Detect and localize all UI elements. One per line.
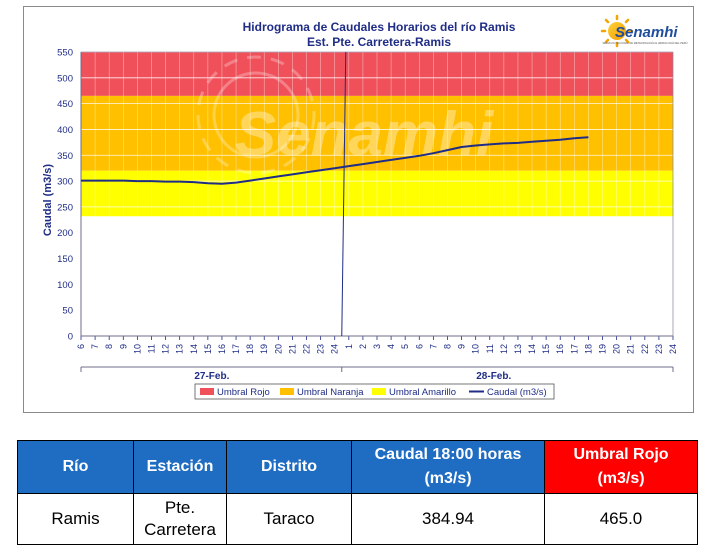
x-tick-label: 8: [442, 344, 452, 349]
x-tick-label: 21: [626, 344, 636, 354]
series-layer: [81, 136, 589, 185]
x-tick-label: 17: [569, 344, 579, 354]
x-tick-label: 6: [414, 344, 424, 349]
x-tick-label: 10: [471, 344, 481, 354]
y-tick-label: 200: [57, 228, 73, 239]
logo-tagline: SERVICIO NACIONAL DE METEOROLOGÍA E HIDR…: [602, 40, 687, 45]
cell-distrito: Taraco: [226, 493, 352, 545]
x-tick-label: 13: [513, 344, 523, 354]
header-rio: Río: [17, 440, 134, 494]
legend-label-rojo: Umbral Rojo: [217, 387, 270, 398]
x-tick-label: 16: [555, 344, 565, 354]
y-tick-label: 550: [57, 48, 73, 59]
x-tick-label: 15: [203, 344, 213, 354]
day-divider-line: [341, 51, 347, 337]
cell-estacion: Pte. Carretera: [133, 493, 227, 545]
x-tick-label: 17: [231, 344, 241, 354]
x-tick-label: 14: [189, 344, 199, 354]
y-tick-label: 300: [57, 177, 73, 188]
x-tick-label: 9: [457, 344, 467, 349]
x-tick-label: 12: [499, 344, 509, 354]
header-estacion: Estación: [133, 440, 227, 494]
x-tick-label: 1: [344, 344, 354, 349]
chart-svg: Senamhi 05010015020025030035040045050055…: [42, 14, 688, 400]
x-tick-label: 24: [668, 344, 678, 354]
station-table: Río Estación Distrito Caudal 18:00 horas…: [17, 440, 698, 545]
day-axis: 27-Feb. 28-Feb.: [80, 366, 674, 382]
x-tick-label: 24: [330, 344, 340, 354]
table-header-row: Río Estación Distrito Caudal 18:00 horas…: [17, 440, 698, 494]
legend-item-umbral-naranja: Umbral Naranja: [280, 387, 364, 398]
x-tick-label: 23: [654, 344, 664, 354]
legend-label-naranja: Umbral Naranja: [297, 387, 364, 398]
x-tick-label: 20: [612, 344, 622, 354]
x-tick-label: 2: [358, 344, 368, 349]
y-tick-label: 100: [57, 280, 73, 291]
x-tick-label: 14: [527, 344, 537, 354]
header-caudal: Caudal 18:00 horas (m3/s): [351, 440, 545, 494]
table-row: Ramis Pte. Carretera Taraco 384.94 465.0: [17, 493, 698, 545]
y-tick-label: 450: [57, 99, 73, 110]
x-tick-label: 22: [302, 344, 312, 354]
x-tick-label: 20: [273, 344, 283, 354]
x-tick-label: 16: [217, 344, 227, 354]
legend-item-umbral-rojo: Umbral Rojo: [200, 387, 270, 398]
x-tick-label: 13: [175, 344, 185, 354]
x-tick-label: 12: [161, 344, 171, 354]
day-label: 27-Feb.: [194, 371, 229, 382]
header-umbral-rojo: Umbral Rojo (m3/s): [544, 440, 698, 494]
cell-caudal: 384.94: [351, 493, 545, 545]
x-tick-label: 5: [400, 344, 410, 349]
y-tick-label: 500: [57, 73, 73, 84]
series-caudal-line: [81, 136, 589, 185]
y-tick-label: 150: [57, 254, 73, 265]
legend-item-caudal: Caudal (m3/s): [469, 387, 547, 398]
x-tick-label: 18: [245, 344, 255, 354]
x-tick-label: 9: [118, 344, 128, 349]
watermark: Senamhi: [196, 55, 495, 175]
legend-swatch-rojo: [200, 388, 214, 395]
legend-swatch-naranja: [280, 388, 294, 395]
day-label: 28-Feb.: [476, 371, 511, 382]
chart-frame: Senamhi 0 50 100 150 200 250 300 350 400 450 500 55…: [23, 6, 694, 413]
chart-subtitle: Est. Pte. Carretera-Ramis: [307, 35, 451, 49]
chart-title: Hidrograma de Caudales Horarios del río …: [243, 20, 516, 34]
x-tick-label: 4: [386, 344, 396, 349]
legend-label-caudal: Caudal (m3/s): [487, 387, 547, 398]
legend-label-amarillo: Umbral Amarillo: [389, 387, 456, 398]
legend-swatch-amarillo: [372, 388, 386, 395]
logo-text: Senamhi: [615, 24, 678, 41]
x-tick-label: 8: [104, 344, 114, 349]
x-tick-label: 18: [583, 344, 593, 354]
senamhi-logo: Senamhi SERVICIO NACIONAL DE METEOROLOGÍ…: [600, 14, 688, 48]
cell-umbral-rojo: 465.0: [544, 493, 698, 545]
x-tick-label: 7: [90, 344, 100, 349]
legend: Umbral Rojo Umbral Naranja Umbral Amaril…: [194, 383, 555, 400]
x-tick-label: 19: [259, 344, 269, 354]
y-tick-label: 0: [68, 332, 73, 343]
x-tick-label: 11: [485, 344, 495, 353]
x-tick-label: 15: [541, 344, 551, 354]
y-tick-label: 250: [57, 202, 73, 213]
x-tick-label: 11: [146, 344, 156, 353]
x-tick-label: 10: [132, 344, 142, 354]
header-distrito: Distrito: [226, 440, 352, 494]
x-tick-label: 21: [287, 344, 297, 354]
cell-rio: Ramis: [17, 493, 134, 545]
x-tick-label: 3: [372, 344, 382, 349]
x-tick-label: 19: [598, 344, 608, 354]
x-tick-label: 7: [428, 344, 438, 349]
grid-lines: [80, 51, 674, 337]
y-axis-label: Caudal (m3/s): [42, 164, 54, 236]
x-tick-label: 6: [76, 344, 86, 349]
y-tick-label: 400: [57, 125, 73, 136]
watermark-text: Senamhi: [235, 100, 495, 169]
sun-icon: [600, 14, 634, 48]
x-tick-label: 23: [316, 344, 326, 354]
legend-item-umbral-amarillo: Umbral Amarillo: [372, 387, 456, 398]
y-tick-label: 350: [57, 151, 73, 162]
x-tick-label: 22: [640, 344, 650, 354]
y-tick-label: 50: [62, 306, 73, 317]
